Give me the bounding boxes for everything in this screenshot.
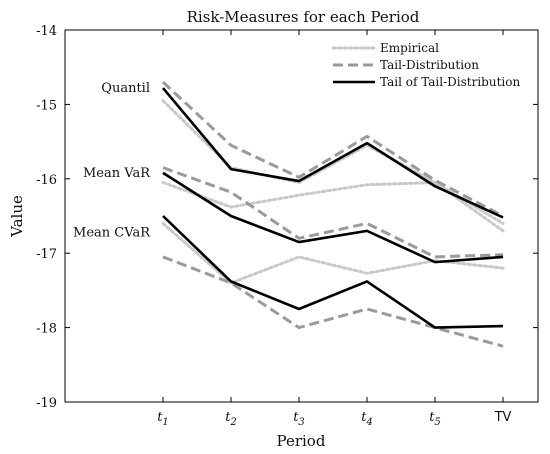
- series-line-mean-cvar-solid: [162, 215, 504, 329]
- series-line-quantil-dotted: [161, 99, 505, 233]
- series-line-quantil-solid: [162, 87, 504, 219]
- series-line-mean-cvar-dashed: [162, 255, 504, 348]
- y-axis-title: Value: [8, 195, 26, 238]
- legend: Empirical Tail-Distribution Tail of Tail-D…: [331, 41, 520, 89]
- legend-label: Empirical: [380, 41, 439, 55]
- chart-title: Risk-Measures for each Period: [187, 8, 420, 26]
- x-tick-label: t3: [293, 410, 305, 428]
- x-axis-title: Period: [277, 432, 326, 450]
- series-line-mean-var-dotted: [161, 181, 505, 225]
- x-tick-label: TV: [494, 410, 512, 425]
- x-tick-label-base: t: [293, 410, 299, 425]
- annotation-label: Quantil: [101, 81, 150, 96]
- x-tick-label: t5: [429, 410, 441, 428]
- x-tick-label-base: t: [157, 410, 163, 425]
- x-tick-label-subscript: 5: [434, 417, 440, 428]
- y-tick-label: -15: [36, 98, 57, 113]
- x-tick-label-subscript: 2: [229, 417, 236, 428]
- x-tick-label-base: t: [429, 410, 435, 425]
- legend-label: Tail-Distribution: [380, 58, 479, 72]
- annotation-label: Mean CVaR: [73, 225, 151, 240]
- annotation-layer: Quantil Mean VaR Mean CVaR: [73, 81, 151, 240]
- x-tick-label-subscript: 3: [298, 417, 304, 428]
- x-tick-label: t1: [157, 410, 169, 428]
- x-axis-ticks: t1 t2 t3 t4 t5 TV: [157, 30, 512, 428]
- x-tick-label-subscript: 4: [365, 417, 372, 428]
- y-tick-label: -17: [36, 247, 57, 262]
- y-axis-ticks: -14 -15 -16 -17 -18 -19: [36, 24, 538, 411]
- x-tick-label: t4: [361, 410, 373, 428]
- x-tick-label-base: t: [361, 410, 367, 425]
- x-tick-label-base: t: [225, 410, 231, 425]
- legend-label: Tail of Tail-Distribution: [380, 75, 520, 89]
- series-line-quantil-dashed: [161, 80, 504, 218]
- series-layer: [161, 80, 505, 348]
- x-tick-label-subscript: 1: [162, 417, 168, 428]
- x-tick-label: t2: [225, 410, 237, 428]
- annotation-label: Mean VaR: [83, 166, 151, 181]
- series-line-mean-var-dashed: [162, 166, 504, 259]
- y-tick-label: -14: [36, 24, 57, 39]
- series-line-mean-var-solid: [162, 171, 504, 264]
- y-tick-label: -16: [36, 173, 57, 188]
- y-tick-label: -19: [36, 396, 57, 411]
- x-tick-label-base: TV: [494, 410, 512, 425]
- y-tick-label: -18: [36, 322, 57, 337]
- plot-frame: [64, 29, 539, 403]
